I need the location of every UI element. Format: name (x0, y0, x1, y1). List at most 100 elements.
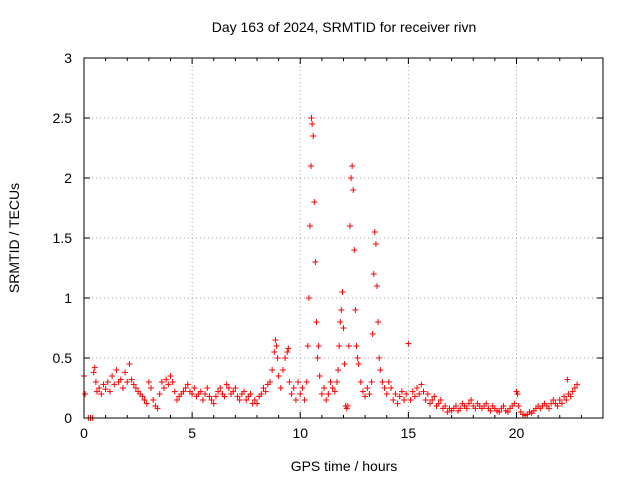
data-point (299, 385, 306, 391)
data-point (191, 385, 198, 391)
data-point (567, 393, 574, 400)
x-tick-label: 0 (80, 425, 88, 441)
data-point (429, 397, 436, 403)
data-point (398, 388, 405, 395)
data-point (158, 379, 165, 385)
data-point (295, 379, 302, 385)
data-point (215, 388, 222, 395)
data-point (308, 115, 315, 121)
data-point (351, 247, 358, 253)
data-point (571, 385, 578, 391)
data-point (122, 369, 129, 376)
data-point (210, 400, 217, 407)
data-point (258, 391, 265, 397)
data-point (325, 391, 332, 397)
data-point (422, 397, 429, 403)
data-point (405, 340, 412, 347)
data-point (403, 391, 410, 397)
plot-frame (83, 57, 604, 419)
data-point (472, 405, 479, 412)
data-point (341, 361, 348, 367)
data-point (385, 379, 392, 385)
data-point (357, 379, 364, 385)
data-point (104, 379, 111, 385)
data-point (306, 223, 313, 229)
data-point (396, 393, 403, 400)
data-point (390, 397, 397, 403)
data-point (154, 405, 161, 412)
data-point (418, 381, 425, 388)
data-point (90, 369, 97, 376)
data-point (376, 355, 383, 361)
data-point (574, 381, 581, 388)
data-point (550, 397, 557, 403)
data-point (377, 367, 384, 373)
axis-ticks: 0 5 10 15 20 0 0.5 1 1.5 2 2.5 3 (53, 50, 603, 441)
data-point (286, 379, 293, 385)
data-point (315, 343, 322, 349)
data-point (304, 343, 311, 349)
data-point (401, 397, 408, 403)
data-point (221, 393, 228, 400)
data-point (199, 397, 206, 403)
data-point (364, 385, 371, 391)
data-point (126, 361, 133, 367)
data-point (416, 391, 423, 397)
data-point (465, 400, 472, 407)
data-point (284, 349, 291, 355)
data-point (310, 133, 317, 139)
data-point (564, 376, 571, 383)
data-point (314, 355, 321, 361)
data-point (156, 391, 163, 397)
data-point (487, 407, 494, 414)
data-point (444, 409, 451, 415)
data-points (81, 115, 581, 421)
data-point (182, 385, 189, 391)
data-point (335, 367, 342, 373)
data-point (275, 373, 282, 379)
data-point (370, 271, 377, 277)
x-tick-label: 20 (509, 425, 525, 441)
data-point (141, 397, 148, 403)
data-point (329, 385, 336, 391)
data-point (337, 319, 344, 325)
data-point (223, 381, 230, 388)
y-tick-label: 1 (64, 290, 72, 306)
data-point (359, 388, 366, 395)
data-point (334, 379, 341, 385)
data-point (303, 379, 310, 385)
data-point (130, 381, 137, 388)
data-point (468, 397, 475, 403)
data-point (420, 388, 427, 395)
data-point (312, 259, 319, 265)
data-point (563, 397, 570, 403)
data-point (165, 381, 172, 388)
data-point (93, 388, 100, 395)
data-point (128, 376, 135, 383)
data-point (350, 187, 357, 193)
data-point (500, 403, 507, 409)
data-point (271, 349, 278, 355)
data-point (217, 385, 224, 391)
data-point (247, 391, 254, 397)
data-point (163, 376, 170, 383)
data-point (457, 405, 464, 412)
data-point (119, 385, 126, 391)
y-tick-label: 1.5 (53, 230, 73, 246)
data-point (483, 400, 490, 407)
data-point (132, 385, 139, 391)
data-point (113, 367, 120, 373)
data-point (161, 385, 168, 391)
data-point (189, 391, 196, 397)
data-point (305, 295, 312, 301)
data-point (102, 386, 109, 393)
data-point (379, 379, 386, 385)
data-point (96, 385, 103, 391)
data-point (496, 409, 503, 415)
data-point (409, 388, 416, 395)
data-point (336, 343, 343, 349)
data-point (236, 397, 243, 403)
data-point (274, 355, 281, 361)
data-point (92, 379, 99, 385)
